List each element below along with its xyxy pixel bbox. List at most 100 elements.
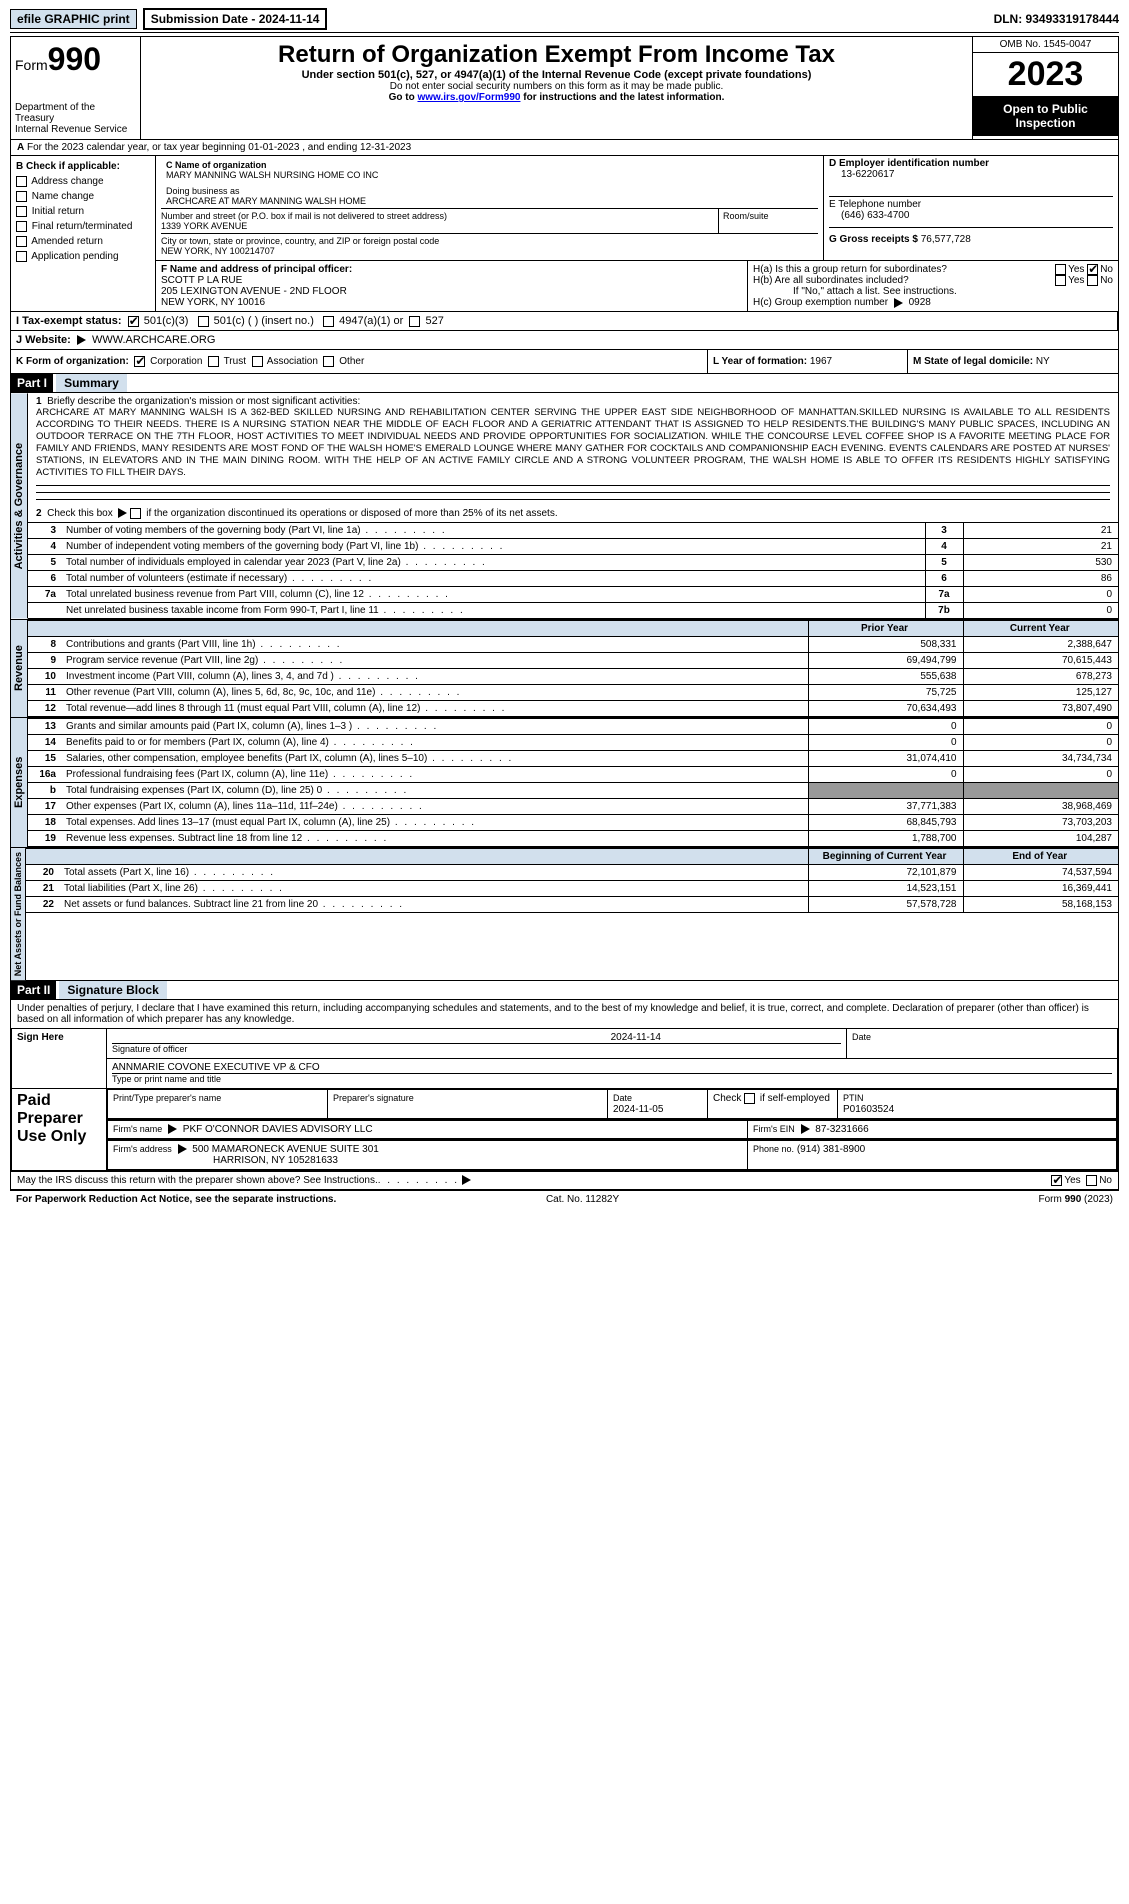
section-f-label: F Name and address of principal officer: <box>161 264 352 275</box>
section-e-label: E Telephone number <box>829 199 921 210</box>
section-l-label: L Year of formation: <box>713 356 807 367</box>
corp-checkbox[interactable] <box>134 356 145 367</box>
final-return-checkbox[interactable] <box>16 221 27 232</box>
line-value: 21 <box>963 522 1118 538</box>
line-num: 15 <box>28 750 60 766</box>
corp-label: Corporation <box>150 356 202 367</box>
pp-date-label: Date <box>613 1093 632 1103</box>
q2-checkbox[interactable] <box>130 508 141 519</box>
sig-date: 2024-11-14 <box>112 1032 841 1044</box>
line-num: 3 <box>28 522 60 538</box>
submission-button[interactable]: Submission Date - 2024-11-14 <box>143 8 328 30</box>
vlabel-rev: Revenue <box>11 620 28 717</box>
row-a-label: A <box>17 142 24 153</box>
line-box: 4 <box>925 538 963 554</box>
arrow-icon <box>801 1124 810 1134</box>
firm-ein-label: Firm's EIN <box>753 1124 795 1134</box>
vlabel-ag: Activities & Governance <box>11 393 28 618</box>
irs-link[interactable]: www.irs.gov/Form990 <box>417 92 520 103</box>
4947-checkbox[interactable] <box>323 316 334 327</box>
line-num: 12 <box>28 700 60 716</box>
line-prior: 75,725 <box>808 684 963 700</box>
footer-right: Form 990 (2023) <box>1038 1194 1112 1205</box>
line-label: Net assets or fund balances. Subtract li… <box>58 896 808 912</box>
line-label: Other revenue (Part VIII, column (A), li… <box>60 684 808 700</box>
part2-title: Signature Block <box>59 981 166 999</box>
hb-yes-checkbox[interactable] <box>1055 275 1066 286</box>
no-label: No <box>1099 1175 1112 1186</box>
q1-label: Briefly describe the organization's miss… <box>47 396 360 407</box>
sign-here-label: Sign Here <box>12 1029 107 1089</box>
self-employed-checkbox[interactable] <box>744 1093 755 1104</box>
yes-label: Yes <box>1068 264 1084 275</box>
firm-phone: (914) 381-8900 <box>797 1144 865 1155</box>
line-box: 7b <box>925 602 963 618</box>
other-checkbox[interactable] <box>323 356 334 367</box>
hdr-blank <box>60 620 808 636</box>
line-value: 0 <box>963 586 1118 602</box>
arrow-icon <box>894 298 903 308</box>
officer-type-label: Type or print name and title <box>112 1074 221 1084</box>
line-num: 6 <box>28 570 60 586</box>
state-domicile: NY <box>1036 356 1050 367</box>
hb-no-checkbox[interactable] <box>1087 275 1098 286</box>
phone-value: (646) 633-4700 <box>829 210 909 221</box>
form-title: Return of Organization Exempt From Incom… <box>149 41 964 69</box>
501c-checkbox[interactable] <box>198 316 209 327</box>
cb-name: Name change <box>32 191 94 202</box>
line-label: Program service revenue (Part VIII, line… <box>60 652 808 668</box>
trust-checkbox[interactable] <box>208 356 219 367</box>
line-num: 4 <box>28 538 60 554</box>
firm-addr2: HARRISON, NY 105281633 <box>113 1155 338 1166</box>
ein-value: 13-6220617 <box>829 169 894 180</box>
grey-cell <box>808 782 963 798</box>
line-label: Grants and similar amounts paid (Part IX… <box>60 718 808 734</box>
line-value: 530 <box>963 554 1118 570</box>
line-num: 8 <box>28 636 60 652</box>
line-label: Total expenses. Add lines 13–17 (must eq… <box>60 814 808 830</box>
501c3-checkbox[interactable] <box>128 316 139 327</box>
line-box: 6 <box>925 570 963 586</box>
line-current: 34,734,734 <box>963 750 1118 766</box>
city-label: City or town, state or province, country… <box>161 236 439 246</box>
cb-pending: Application pending <box>31 251 118 262</box>
hdr-current: Current Year <box>963 620 1118 636</box>
line-num: 10 <box>28 668 60 684</box>
ha-yes-checkbox[interactable] <box>1055 264 1066 275</box>
527-checkbox[interactable] <box>409 316 420 327</box>
vlabel-nab: Net Assets or Fund Balances <box>11 848 26 980</box>
form-subtitle: Under section 501(c), 527, or 4947(a)(1)… <box>149 69 964 81</box>
discuss-no-checkbox[interactable] <box>1086 1175 1097 1186</box>
amended-return-checkbox[interactable] <box>16 236 27 247</box>
section-b-label: B Check if applicable: <box>16 161 120 172</box>
line-current: 0 <box>963 766 1118 782</box>
section-j-label: J Website: <box>16 334 71 346</box>
initial-return-checkbox[interactable] <box>16 206 27 217</box>
line-prior: 508,331 <box>808 636 963 652</box>
no-label: No <box>1100 275 1113 286</box>
vlabel-exp: Expenses <box>11 718 28 847</box>
efile-button[interactable]: efile GRAPHIC print <box>10 9 137 29</box>
org-name: MARY MANNING WALSH NURSING HOME CO INC <box>166 170 378 180</box>
firm-ein: 87-3231666 <box>815 1124 868 1135</box>
assoc-label: Association <box>267 356 318 367</box>
name-change-checkbox[interactable] <box>16 191 27 202</box>
arrow-icon <box>118 508 127 518</box>
line-value: 21 <box>963 538 1118 554</box>
ha-no-checkbox[interactable] <box>1087 264 1098 275</box>
assoc-checkbox[interactable] <box>252 356 263 367</box>
4947-label: 4947(a)(1) or <box>339 315 403 327</box>
hdr-blank <box>26 848 58 864</box>
line-prior: 1,788,700 <box>808 830 963 846</box>
pp-name-label: Print/Type preparer's name <box>113 1093 221 1103</box>
application-pending-checkbox[interactable] <box>16 251 27 262</box>
address-change-checkbox[interactable] <box>16 176 27 187</box>
line-prior: 0 <box>808 718 963 734</box>
no-label: No <box>1100 264 1113 275</box>
line-num: 13 <box>28 718 60 734</box>
line-num: 7a <box>28 586 60 602</box>
city-value: NEW YORK, NY 100214707 <box>161 246 275 256</box>
line-num: 16a <box>28 766 60 782</box>
line-num: 19 <box>28 830 60 846</box>
discuss-yes-checkbox[interactable] <box>1051 1175 1062 1186</box>
